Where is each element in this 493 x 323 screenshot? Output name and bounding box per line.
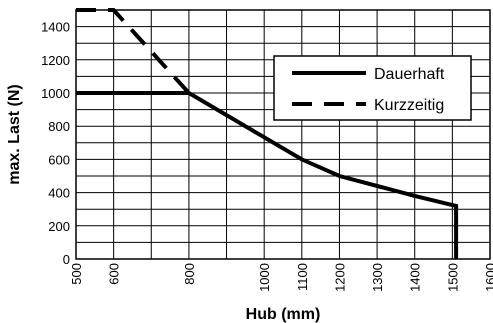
x-tick-label-0: 500: [69, 263, 84, 285]
y-tick-label-3: 600: [48, 152, 70, 167]
y-tick-label-5: 1000: [41, 86, 70, 101]
y-tick-label-7: 1400: [41, 20, 70, 35]
series-line-dauerhaft: [76, 91, 459, 259]
legend: Dauerhaft Kurzzeitig: [273, 55, 472, 121]
x-tick-label-9: 1600: [483, 263, 493, 292]
y-tick-label-1: 200: [48, 219, 70, 234]
plot-border: [75, 9, 491, 260]
x-tick-label-2: 800: [182, 263, 197, 285]
y-axis-title: max. Last (N): [6, 84, 23, 184]
series-line-kurzzeitig: [76, 8, 191, 95]
series-lines: [76, 8, 459, 259]
grid-lines: [75, 9, 491, 260]
y-tick-labels: 0 200 400 600 800 1000 1200 1400: [41, 20, 70, 267]
legend-label-kurzzeitig: Kurzzeitig: [374, 97, 444, 114]
x-tick-label-5: 1200: [332, 263, 347, 292]
legend-box: [273, 55, 472, 121]
x-axis-title: Hub (mm): [246, 306, 321, 323]
x-tick-label-8: 1500: [445, 263, 460, 292]
x-tick-label-4: 1100: [295, 263, 310, 291]
y-tick-label-0: 0: [63, 252, 70, 267]
y-tick-label-2: 400: [48, 186, 70, 201]
legend-label-dauerhaft: Dauerhaft: [374, 66, 445, 83]
y-tick-label-6: 1200: [41, 53, 70, 68]
x-tick-label-7: 1400: [408, 263, 423, 292]
x-tick-labels: 500 600 800 1000 1100 1200 1300 1400 1500 1600: [69, 263, 493, 292]
x-tick-label-3: 1000: [257, 263, 272, 292]
x-tick-label-1: 600: [107, 263, 122, 285]
x-tick-label-6: 1300: [370, 263, 385, 292]
y-tick-label-4: 800: [48, 119, 70, 134]
